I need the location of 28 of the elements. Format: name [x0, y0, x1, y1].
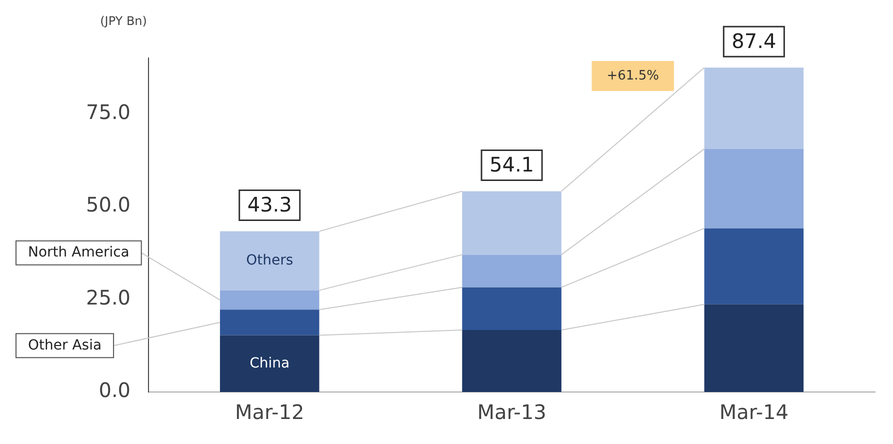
- bar: [462, 330, 562, 392]
- bar: [220, 335, 320, 392]
- bar: [220, 310, 320, 336]
- y-tick-label: 50.0: [86, 192, 131, 217]
- bar: [462, 191, 562, 255]
- bar: [462, 287, 562, 330]
- bar: [704, 304, 804, 392]
- total-label: 87.4: [732, 28, 776, 53]
- bar: [220, 290, 320, 310]
- x-tick-label: Mar-13: [477, 400, 546, 424]
- y-tick-label: 25.0: [86, 285, 131, 310]
- y-tick-label: 0.0: [98, 378, 131, 402]
- bar: [704, 228, 804, 304]
- annotation: +61.5%: [606, 68, 659, 84]
- bar: [704, 68, 804, 149]
- total-label: 43.3: [247, 192, 292, 217]
- y-axis-title: (JPY Bn): [100, 14, 147, 28]
- bar: [704, 148, 804, 228]
- x-tick-label: Mar-14: [719, 400, 788, 424]
- total-label: 54.1: [490, 152, 534, 176]
- series-label: Others: [246, 252, 294, 268]
- bar: [462, 254, 562, 288]
- bar: [220, 231, 320, 290]
- series-label: China: [250, 355, 290, 372]
- text: Other Asia: [28, 337, 102, 354]
- text: North America: [28, 244, 130, 260]
- x-tick-label: Mar-12: [235, 400, 304, 424]
- y-tick-label: 75.0: [86, 100, 131, 124]
